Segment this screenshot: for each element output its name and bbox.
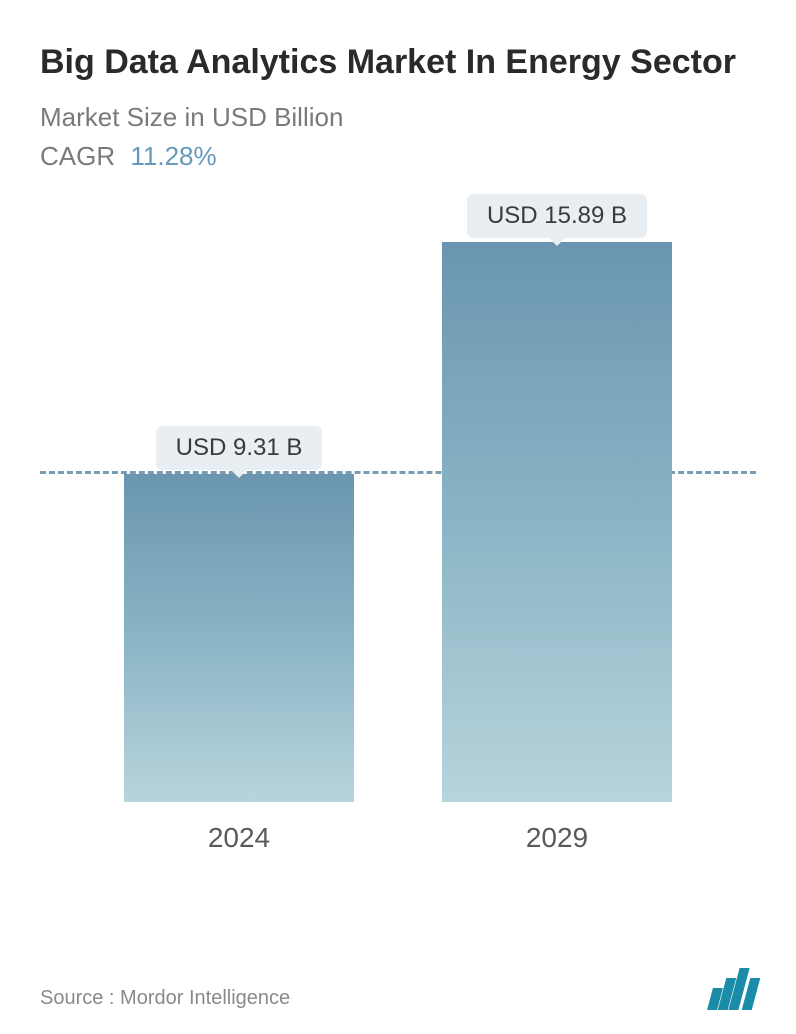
bars-wrapper: USD 9.31 B USD 15.89 B — [40, 202, 756, 802]
source-label: Source : — [40, 987, 114, 1009]
cagr-value: 11.28% — [130, 141, 216, 171]
x-axis-labels: 2024 2029 — [40, 802, 756, 854]
bar-group-2024: USD 9.31 B — [119, 426, 359, 802]
cagr-label: CAGR — [40, 141, 115, 171]
x-label-2029: 2029 — [437, 822, 677, 854]
source-value: Mordor Intelligence — [120, 987, 290, 1009]
source-text: Source : Mordor Intelligence — [40, 987, 290, 1010]
cagr-row: CAGR 11.28% — [40, 141, 756, 172]
value-badge-2029: USD 15.89 B — [467, 194, 647, 238]
bar-group-2029: USD 15.89 B — [437, 194, 677, 802]
chart-title: Big Data Analytics Market In Energy Sect… — [40, 40, 756, 84]
mordor-logo-icon — [710, 968, 756, 1010]
footer: Source : Mordor Intelligence — [40, 968, 756, 1010]
value-badge-2024: USD 9.31 B — [156, 426, 323, 470]
chart-container: USD 9.31 B USD 15.89 B 2024 2029 — [40, 202, 756, 882]
chart-subtitle: Market Size in USD Billion — [40, 102, 756, 133]
x-label-2024: 2024 — [119, 822, 359, 854]
chart-area: USD 9.31 B USD 15.89 B — [40, 202, 756, 802]
bar-2024 — [124, 474, 354, 802]
bar-2029 — [442, 242, 672, 802]
